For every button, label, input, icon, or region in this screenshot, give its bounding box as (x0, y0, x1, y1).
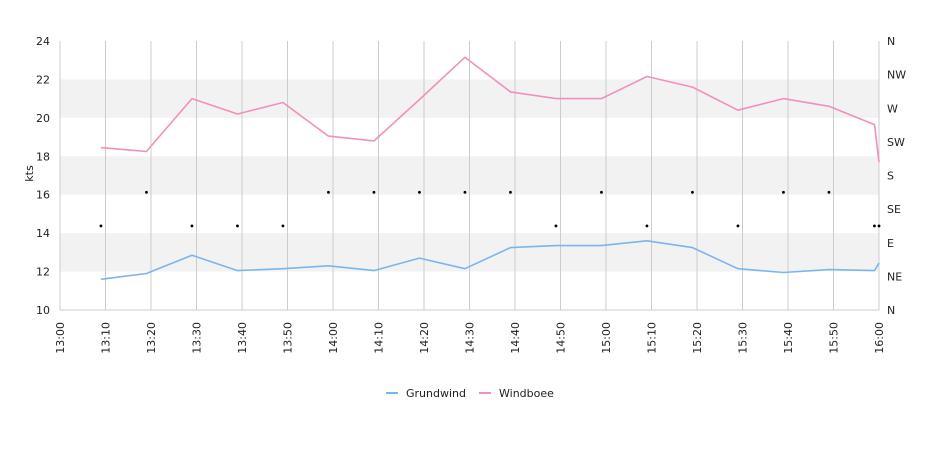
vertical-gridlines (59, 41, 880, 310)
direction-marker (827, 190, 831, 194)
direction-marker (509, 190, 512, 194)
x-tick-label: 13:20 (145, 322, 158, 354)
direction-axis-ticks: N NE E SE S SW W NW N (887, 35, 906, 317)
direction-marker (145, 190, 148, 194)
direction-marker (372, 190, 376, 194)
x-tick-label: 13:30 (191, 322, 204, 354)
direction-marker (691, 190, 694, 194)
x-tick-label: 13:00 (54, 322, 67, 354)
direction-marker (645, 224, 649, 228)
x-tick-label: 14:10 (373, 322, 386, 354)
series-line (100, 240, 880, 281)
series-line (100, 56, 880, 163)
y-tick-label: 16 (36, 189, 50, 202)
y-tick-label: 20 (36, 112, 50, 125)
x-tick-label: 14:30 (464, 322, 477, 354)
direction-tick-label: SE (887, 203, 901, 216)
direction-tick-label: N (887, 304, 895, 317)
y-tick-label: 10 (36, 304, 50, 317)
x-tick-label: 13:40 (236, 322, 249, 354)
y-tick-label: 12 (36, 266, 50, 279)
x-tick-label: 14:20 (418, 322, 431, 354)
direction-marker (873, 224, 876, 228)
direction-tick-label: E (887, 237, 894, 250)
direction-marker (877, 224, 881, 228)
legend[interactable]: Grundwind Windboee (386, 387, 554, 400)
direction-tick-label: W (887, 102, 898, 115)
y-tick-label: 14 (36, 227, 50, 240)
x-tick-label: 15:30 (737, 322, 750, 354)
y-axis-ticks: 10 12 14 16 18 20 22 24 (36, 35, 50, 317)
x-axis-ticks: 13:00 13:10 13:20 13:30 13:40 13:50 14:00 14:10… (54, 322, 886, 354)
x-tick-label: 15:00 (600, 322, 613, 354)
direction-marker (327, 190, 330, 194)
series-lines (100, 56, 880, 281)
direction-marker (736, 224, 740, 228)
direction-tick-label: SW (887, 136, 905, 149)
y-tick-label: 24 (36, 35, 50, 48)
x-tick-label: 14:50 (555, 322, 568, 354)
x-tick-label: 15:40 (782, 322, 795, 354)
x-tick-label: 13:50 (282, 322, 295, 354)
direction-marker (600, 190, 603, 194)
y-tick-label: 18 (36, 150, 50, 163)
direction-marker (236, 224, 239, 228)
x-tick-label: 15:20 (691, 322, 704, 354)
direction-marker (99, 224, 103, 228)
y-axis-title: kts (23, 165, 36, 182)
legend-item[interactable]: Windboee (479, 387, 554, 400)
legend-label: Grundwind (406, 387, 466, 400)
direction-tick-label: NE (887, 270, 902, 283)
direction-marker (281, 224, 285, 228)
x-tick-label: 15:10 (646, 322, 659, 354)
direction-markers (99, 190, 881, 228)
direction-marker (190, 224, 194, 228)
legend-label: Windboee (499, 387, 554, 400)
y-tick-label: 22 (36, 73, 50, 86)
direction-marker (463, 190, 467, 194)
legend-item[interactable]: Grundwind (386, 387, 466, 400)
x-tick-label: 15:50 (828, 322, 841, 354)
direction-marker (782, 190, 785, 194)
x-tick-label: 16:00 (873, 322, 886, 354)
direction-tick-label: N (887, 35, 895, 48)
x-tick-label: 13:10 (100, 322, 113, 354)
x-tick-label: 14:40 (509, 322, 522, 354)
direction-marker (554, 224, 558, 228)
direction-tick-label: S (887, 170, 894, 183)
x-tick-label: 14:00 (327, 322, 340, 354)
direction-marker (418, 190, 421, 194)
direction-tick-label: NW (887, 69, 906, 82)
